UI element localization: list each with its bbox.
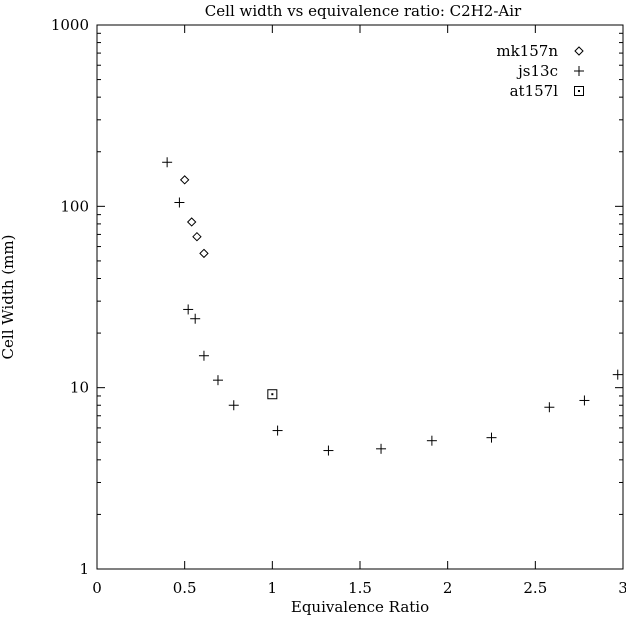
- y-axis: 1 10 100 1000: [51, 16, 623, 578]
- y-tick-label: 100: [60, 197, 89, 215]
- data-point-diamond: [199, 248, 209, 259]
- data-point-diamond: [186, 217, 197, 227]
- data-point-plus: [486, 432, 497, 443]
- legend-label: mk157n: [496, 42, 558, 60]
- data-point-plus: [612, 369, 623, 380]
- data-point-plus: [190, 313, 201, 324]
- data-point-plus: [323, 445, 334, 456]
- x-axis-label: Equivalence Ratio: [291, 598, 429, 616]
- plot-frame: [96, 24, 624, 570]
- y-axis-label: Cell Width (mm): [0, 235, 17, 360]
- data-point-plus: [579, 395, 590, 406]
- data-point-plus: [212, 375, 223, 386]
- legend: mk157n js13c at157l: [496, 42, 584, 100]
- data-point-plus: [174, 197, 185, 208]
- data-point-plus: [183, 304, 194, 315]
- data-point-plus: [272, 425, 283, 436]
- legend-marker-diamond: [574, 46, 584, 56]
- data-point-diamond: [192, 231, 202, 242]
- data-point-diamond: [179, 175, 190, 185]
- data-point-plus: [376, 443, 387, 454]
- x-tick-label: 1: [268, 579, 278, 597]
- data-point-plus: [198, 350, 209, 361]
- x-tick-label: 0.5: [173, 579, 197, 597]
- data-points: [162, 157, 623, 456]
- chart-title: Cell width vs equivalence ratio: C2H2-Ai…: [205, 2, 522, 20]
- x-axis: 0 0.5 1 1.5 2 2.5 3: [92, 25, 626, 597]
- x-tick-label: 3: [618, 579, 626, 597]
- legend-label: at157l: [510, 82, 559, 100]
- data-point-plus: [162, 157, 173, 168]
- x-tick-label: 1.5: [348, 579, 372, 597]
- data-point-plus: [544, 402, 555, 413]
- data-point-plus: [228, 400, 239, 411]
- y-tick-label: 1: [79, 560, 89, 578]
- x-tick-label: 2: [443, 579, 453, 597]
- data-point-plus: [426, 435, 437, 446]
- legend-label: js13c: [516, 62, 558, 80]
- y-tick-label: 10: [70, 379, 89, 397]
- y-tick-label: 1000: [51, 16, 89, 34]
- legend-marker-plus: [574, 66, 584, 76]
- x-tick-label: 2.5: [523, 579, 547, 597]
- x-tick-label: 0: [92, 579, 102, 597]
- legend-marker-square: [574, 86, 584, 96]
- data-point-square: [267, 389, 278, 400]
